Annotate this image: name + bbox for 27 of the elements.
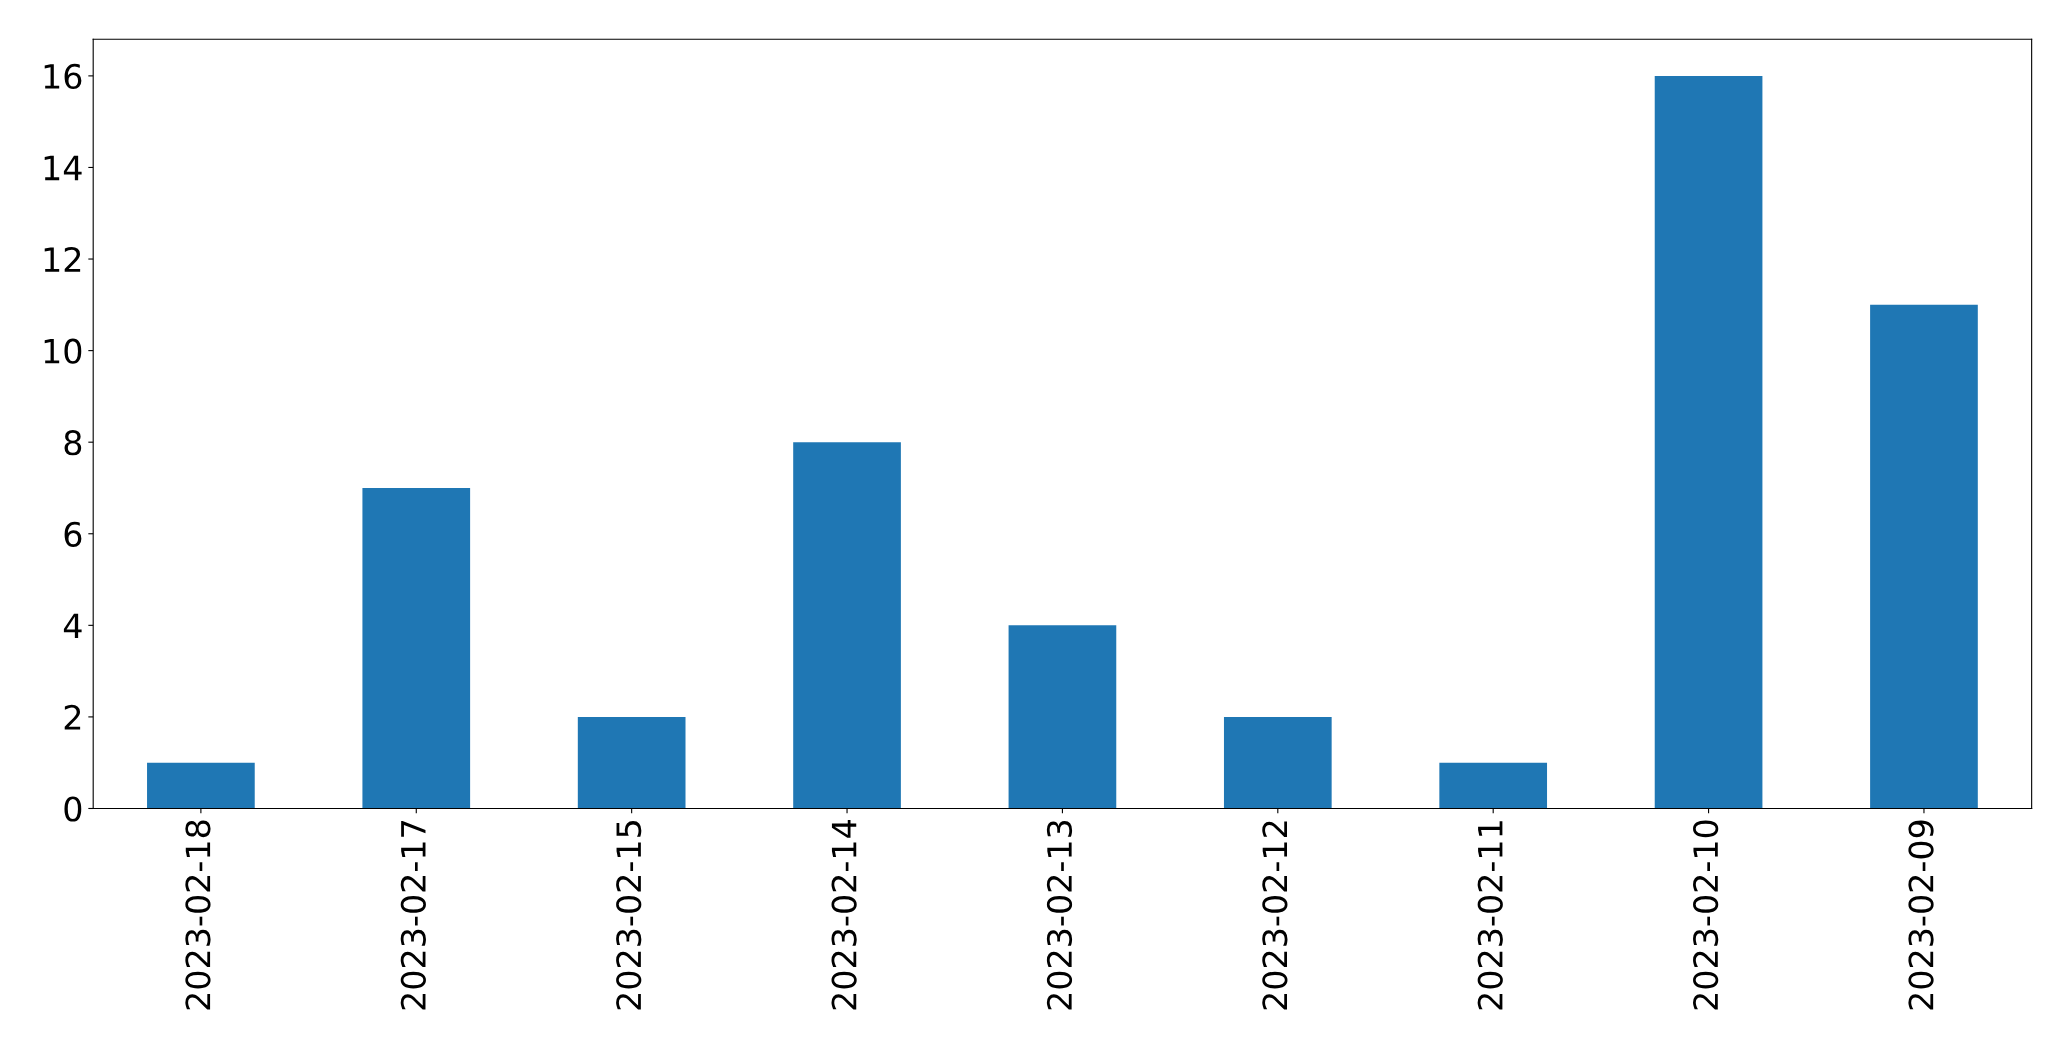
y-tick-label: 4: [63, 613, 82, 638]
bar: [1223, 716, 1332, 809]
y-tick-label: 12: [44, 246, 81, 272]
x-tick-label: 2023-02-10: [1693, 820, 1719, 1010]
y-tick-label: 2: [64, 704, 81, 730]
bar: [1439, 762, 1548, 809]
y-tick-label: 10: [44, 338, 82, 364]
bar: [577, 716, 686, 809]
y-tick-label: 16: [44, 63, 82, 90]
x-tick-label: 2023-02-13: [1046, 820, 1073, 1010]
x-tick-label: 2023-02-11: [1477, 821, 1503, 1010]
x-tick-label: 2023-02-14: [831, 820, 857, 1010]
y-tick-label: 14: [44, 155, 82, 181]
bar: [1008, 625, 1117, 809]
bar: [793, 442, 901, 809]
bar: [147, 762, 255, 809]
x-tick-label: 2023-02-09: [1908, 820, 1934, 1010]
bar: [362, 487, 471, 809]
bar: [1870, 304, 1978, 809]
bar: [1654, 75, 1763, 809]
y-tick-label: 8: [64, 430, 82, 456]
y-tick-label: 0: [64, 796, 82, 822]
y-tick-label: 6: [64, 521, 82, 547]
x-tick-label: 2023-02-15: [616, 821, 642, 1010]
x-tick-label: 2023-02-17: [400, 821, 426, 1010]
x-tick-label: 2023-02-18: [185, 820, 211, 1010]
x-tick-label: 2023-02-12: [1262, 821, 1288, 1010]
